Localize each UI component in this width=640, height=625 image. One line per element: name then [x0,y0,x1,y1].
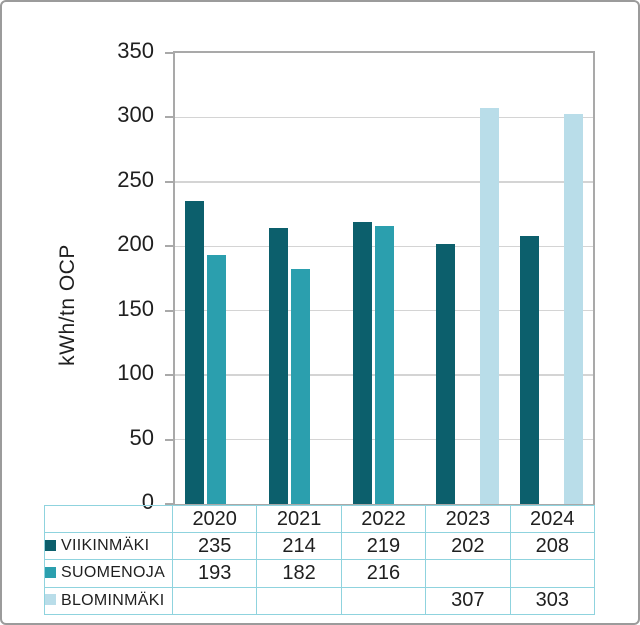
bar [480,108,500,504]
y-axis-tick-labels: 0 50 100 150 200 250 300 350 [62,39,154,514]
y-tick-label: 200 [117,231,154,257]
legend-swatch-icon [45,566,56,578]
year-cell: 2020 [171,504,258,534]
year-cell: 2024 [509,504,596,534]
bar [207,255,227,504]
y-axis-tick [165,52,173,54]
data-table: 2020 2021 2022 2023 2024 VIIKINMÄKI 235 214 219 2… [44,504,596,615]
year-cell: 2023 [425,504,511,534]
legend-swatch-icon [45,593,56,605]
table-row: VIIKINMÄKI 235 214 219 202 208 [44,532,596,561]
bar [290,269,310,504]
value-cell [425,559,511,588]
y-axis-tick [165,180,173,183]
bar [436,243,456,504]
plot-area [165,51,595,506]
legend-label: BLOMINMÄKI [61,591,165,609]
legend-cell: BLOMINMÄKI [44,586,173,615]
y-axis-tick [165,503,173,505]
y-tick-label: 350 [117,38,154,63]
legend-cell: SUOMENOJA [44,559,173,588]
bar [374,225,394,504]
y-tick-label: 100 [117,360,154,386]
bar [563,113,583,504]
value-cell [171,586,258,615]
value-cell: 202 [425,532,511,561]
y-tick-label: 300 [117,102,154,128]
bar [268,228,288,504]
table-row: SUOMENOJA 193 182 216 [44,559,596,588]
value-cell: 307 [425,586,511,615]
legend-label: SUOMENOJA [61,564,166,582]
value-cell [509,559,596,588]
gridline [175,181,593,183]
legend-label: VIIKINMÄKI [61,537,150,555]
y-tick-label: 150 [117,295,154,321]
year-cell: 2021 [256,504,342,534]
y-tick-label: 50 [129,424,154,450]
value-cell: 303 [509,586,596,615]
value-cell: 182 [256,559,342,588]
value-cell: 235 [171,532,258,561]
value-cell: 214 [256,532,342,561]
value-cell: 219 [340,532,427,561]
gridline [175,116,593,119]
bar [352,221,372,504]
y-tick-label: 250 [117,166,154,192]
value-cell: 216 [340,559,427,588]
bar [519,235,539,504]
y-axis-tick [165,309,173,312]
value-cell: 208 [509,532,596,561]
value-cell: 193 [171,559,258,588]
value-cell [340,586,427,615]
y-axis-tick [165,245,173,248]
y-axis-tick [165,374,173,377]
legend-cell: VIIKINMÄKI [44,532,173,561]
legend-swatch-icon [45,539,56,551]
table-corner-cell [44,504,173,534]
year-cell: 2022 [340,504,427,534]
y-axis-tick [165,116,173,119]
bar [185,201,205,504]
value-cell [256,586,342,615]
table-row: BLOMINMÄKI 307 303 [44,586,596,615]
y-axis-tick [165,438,173,441]
